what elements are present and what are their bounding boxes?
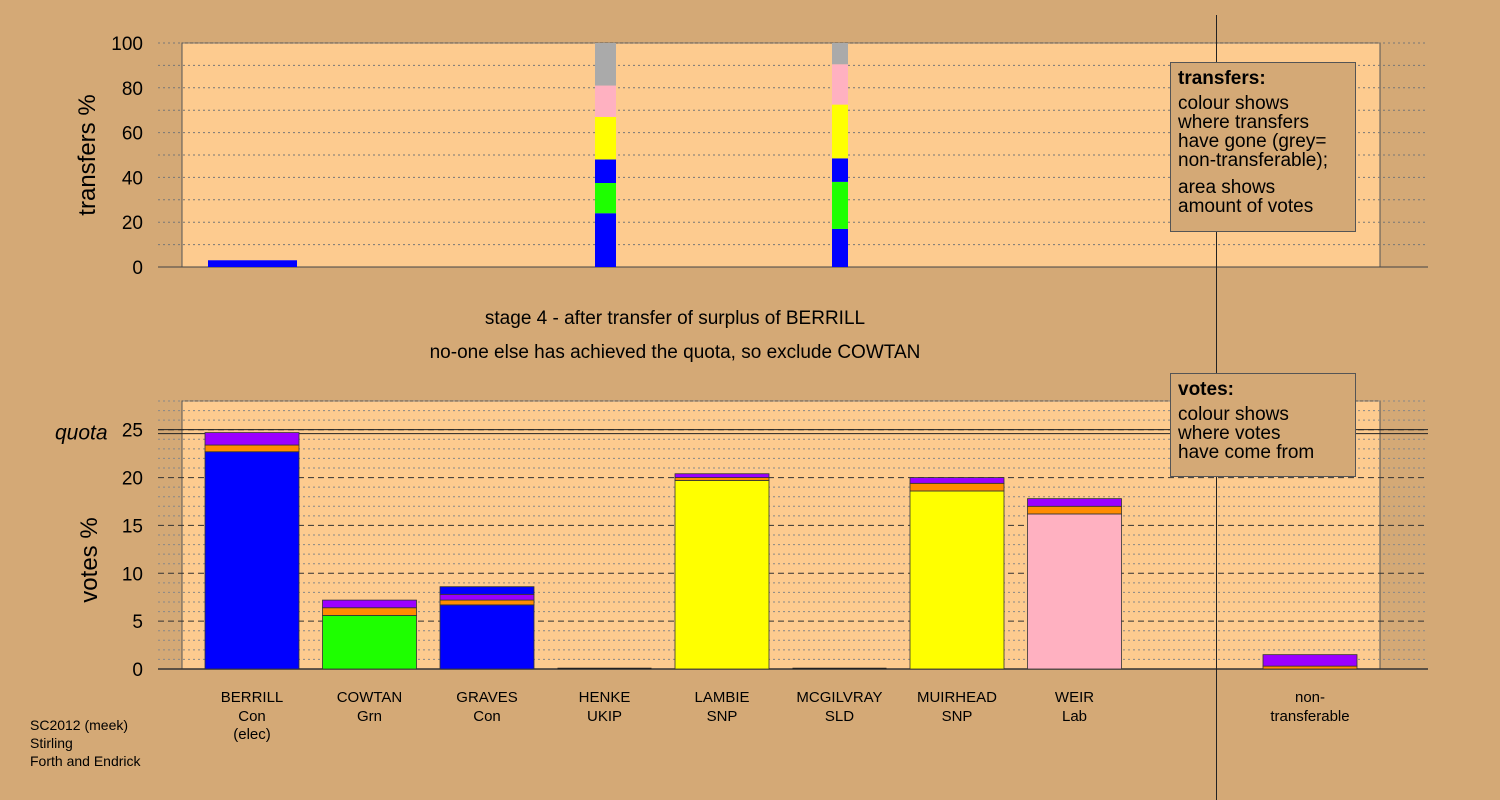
transfer-bar-segment [595, 183, 616, 214]
candidate-party-label: UKIP [587, 708, 622, 725]
candidate-party-label: Con [473, 708, 501, 725]
vote-bar-segment [909, 477, 1005, 484]
vote-bar-segment [1027, 498, 1122, 507]
transfer-bar-segment [832, 228, 848, 267]
nontransferable-bar-segment [1262, 654, 1358, 667]
transfers-legend-line: where transfers [1178, 112, 1309, 133]
candidate-name-label: BERRILL [221, 689, 284, 706]
votes-y-tick-label: 5 [132, 612, 143, 633]
vote-bar-segment [439, 599, 535, 606]
vote-bar-segment [1027, 505, 1122, 515]
transfer-bar-segment [595, 85, 616, 117]
transfer-bar-segment [832, 158, 848, 182]
nontransferable-bar-segment [1262, 665, 1358, 670]
stage-subtitle: no-one else has achieved the quota, so e… [429, 342, 921, 363]
candidate-name-label: COWTAN [337, 689, 403, 706]
vote-bar-segment [909, 490, 1005, 670]
votes-legend-line: have come from [1178, 442, 1315, 463]
transfer-bar-segment [208, 260, 297, 267]
footer-line: Stirling [30, 735, 73, 751]
transfer-bar-segment [595, 159, 616, 183]
vote-bar-segment [674, 480, 770, 670]
candidate-party-label: SNP [707, 708, 738, 725]
vote-bar-segment [674, 473, 770, 478]
vote-bar-segment [909, 482, 1005, 492]
transfer-bar-segment [832, 64, 848, 105]
vote-bar-segment [204, 451, 300, 670]
votes-legend-line: colour shows [1178, 404, 1289, 425]
candidate-party-label: Con [238, 708, 266, 725]
transfers-y-axis-label: transfers % [74, 94, 101, 215]
votes-legend-title: votes: [1178, 379, 1234, 400]
vote-bar-segment [322, 607, 417, 616]
candidate-name-label: MCGILVRAY [796, 689, 882, 706]
transfers-y-tick-label: 100 [111, 34, 143, 55]
vote-bar-segment [439, 586, 535, 595]
vote-bar-segment [1027, 513, 1122, 670]
footer-line: SC2012 (meek) [30, 717, 129, 733]
candidate-status-label: (elec) [233, 726, 271, 743]
candidate-name-label: GRAVES [456, 689, 517, 706]
votes-y-tick-label: 20 [122, 469, 143, 490]
nontransferable-label: transferable [1270, 708, 1349, 725]
candidate-party-label: SNP [942, 708, 973, 725]
votes-legend-line: where votes [1178, 423, 1281, 444]
vote-bar-segment [322, 599, 417, 609]
transfers-legend-line: have gone (grey= [1178, 131, 1327, 152]
footer-line: Forth and Endrick [30, 753, 141, 769]
transfers-y-tick-label: 20 [122, 213, 143, 234]
candidate-party-label: SLD [825, 708, 854, 725]
transfer-bar-segment [595, 213, 616, 267]
vote-bar-segment [322, 615, 417, 670]
transfers-legend-line: amount of votes [1178, 196, 1314, 217]
transfers-legend-title: transfers: [1178, 68, 1266, 89]
transfer-bar-segment [832, 181, 848, 229]
vote-bar-segment [204, 432, 300, 446]
votes-legend: votes: colour shows where votes have com… [1170, 373, 1356, 477]
transfer-bar-segment [595, 116, 616, 160]
vote-bar-segment [204, 444, 300, 453]
candidate-party-label: Lab [1062, 708, 1087, 725]
transfers-y-tick-label: 60 [122, 124, 143, 145]
candidate-party-label: Grn [357, 708, 382, 725]
transfers-y-tick-label: 0 [132, 258, 143, 279]
transfers-y-tick-label: 80 [122, 79, 143, 100]
transfers-legend-line: area shows [1178, 177, 1276, 198]
transfers-legend-line: colour shows [1178, 93, 1289, 114]
votes-y-axis-label: votes % [76, 517, 103, 602]
transfer-bar-segment [595, 43, 616, 86]
votes-y-tick-label: 15 [122, 516, 143, 537]
candidate-name-label: LAMBIE [694, 689, 749, 706]
vote-bar-segment [439, 593, 535, 601]
candidate-name-label: HENKE [579, 689, 631, 706]
candidate-name-label: MUIRHEAD [917, 689, 997, 706]
transfers-y-tick-label: 40 [122, 168, 143, 189]
quota-label: quota [55, 422, 108, 445]
votes-y-tick-label: 10 [122, 564, 143, 585]
vote-bar-segment [674, 477, 770, 481]
nontransferable-label: non- [1295, 689, 1325, 706]
transfers-legend: transfers: colour shows where transfers … [1170, 62, 1356, 232]
votes-y-tick-label: 0 [132, 660, 143, 681]
footer-caption: SC2012 (meek) Stirling Forth and Endrick [30, 716, 141, 770]
candidate-name-label: WEIR [1055, 689, 1094, 706]
transfers-legend-line: non-transferable); [1178, 150, 1328, 171]
votes-y-tick-label: 25 [122, 421, 143, 442]
transfer-bar-segment [832, 43, 848, 65]
stage-title: stage 4 - after transfer of surplus of B… [484, 308, 866, 329]
vote-bar-segment [439, 604, 535, 670]
transfer-bar-segment [832, 104, 848, 159]
